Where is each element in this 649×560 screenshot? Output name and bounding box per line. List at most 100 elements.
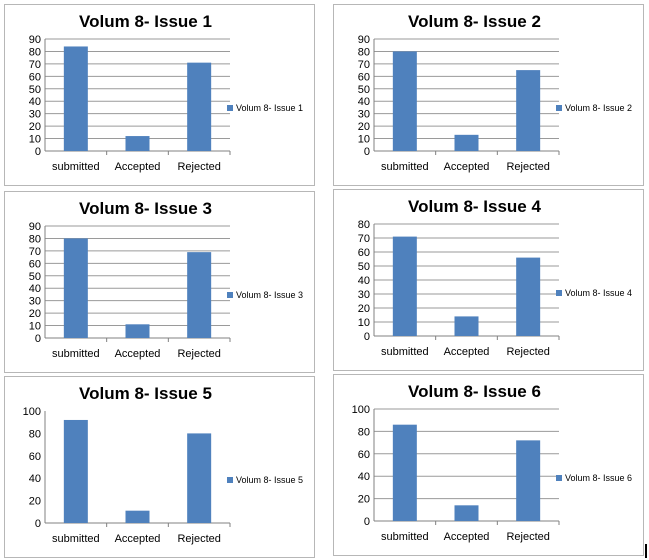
x-category-label: Accepted <box>444 161 490 173</box>
y-tick-label: 80 <box>29 233 41 245</box>
x-category-label: submitted <box>381 346 429 358</box>
y-tick-label: 100 <box>352 404 370 416</box>
y-tick-label: 10 <box>29 321 41 333</box>
y-tick-label: 70 <box>358 59 370 71</box>
y-tick-label: 60 <box>29 451 41 463</box>
bar-rejected <box>516 70 541 151</box>
legend-swatch <box>556 105 562 111</box>
x-category-label: Rejected <box>177 348 220 360</box>
chart-panel-6: Volum 8- Issue 6 0 20 40 60 80 100 submitted Acc… <box>333 374 644 556</box>
chart-svg: Volum 8- Issue 4 0 10 20 30 40 50 60 70 80 submitt… <box>358 197 632 358</box>
x-category-label: submitted <box>52 161 100 173</box>
y-tick-label: 60 <box>358 449 370 461</box>
x-category-label: submitted <box>52 348 100 360</box>
x-category-label: Accepted <box>444 346 490 358</box>
bar-submitted <box>392 236 417 336</box>
legend-swatch <box>227 292 233 298</box>
x-category-label: submitted <box>381 161 429 173</box>
bar-submitted <box>392 424 417 521</box>
y-tick-label: 80 <box>29 46 41 58</box>
y-tick-label: 10 <box>358 134 370 146</box>
y-tick-label: 40 <box>29 96 41 108</box>
legend-label: Volum 8- Issue 5 <box>236 475 303 485</box>
chart-title: Volum 8- Issue 5 <box>79 384 212 403</box>
x-category-label: Rejected <box>177 161 220 173</box>
bar-accepted <box>125 324 150 338</box>
y-tick-label: 20 <box>29 308 41 320</box>
chart-panel-4: Volum 8- Issue 4 0 10 20 30 40 50 60 70 80 submitt… <box>333 189 644 371</box>
x-category-label: Rejected <box>177 533 220 545</box>
y-tick-label: 20 <box>29 496 41 508</box>
y-tick-label: 70 <box>29 246 41 258</box>
legend-swatch <box>227 477 233 483</box>
y-tick-label: 20 <box>358 121 370 133</box>
y-tick-label: 60 <box>358 71 370 83</box>
y-tick-label: 10 <box>358 317 370 329</box>
bar-rejected <box>187 62 212 152</box>
y-tick-label: 30 <box>29 296 41 308</box>
y-tick-label: 20 <box>358 494 370 506</box>
y-tick-label: 60 <box>29 71 41 83</box>
chart-title: Volum 8- Issue 2 <box>408 12 541 31</box>
x-category-label: Accepted <box>444 531 490 543</box>
bar-rejected <box>187 252 212 338</box>
chart-title: Volum 8- Issue 6 <box>408 382 541 401</box>
y-tick-label: 60 <box>29 258 41 270</box>
y-tick-label: 40 <box>29 283 41 295</box>
y-tick-label: 90 <box>29 221 41 233</box>
bar-accepted <box>125 510 150 523</box>
y-tick-label: 60 <box>358 247 370 259</box>
bar-submitted <box>63 238 88 338</box>
chart-panel-2: Volum 8- Issue 2 0 10 20 30 40 50 60 70 80 90 submi… <box>333 4 644 186</box>
x-category-label: Rejected <box>506 531 549 543</box>
bar-accepted <box>454 134 479 151</box>
bar-accepted <box>454 505 479 521</box>
y-tick-label: 30 <box>358 109 370 121</box>
x-category-label: Rejected <box>506 161 549 173</box>
legend-swatch <box>556 290 562 296</box>
legend-label: Volum 8- Issue 6 <box>565 473 632 483</box>
x-category-label: submitted <box>381 531 429 543</box>
legend-label: Volum 8- Issue 3 <box>236 290 303 300</box>
y-tick-label: 40 <box>358 471 370 483</box>
chart-panel-1: Volum 8- Issue 1 0 10 20 30 40 50 60 70 80 90 submi… <box>4 4 315 186</box>
y-tick-label: 0 <box>35 518 41 530</box>
legend-swatch <box>556 475 562 481</box>
chart-panel-5: Volum 8- Issue 5 0 20 40 60 80 100 submitted Acc… <box>4 376 315 558</box>
x-category-label: Accepted <box>115 161 161 173</box>
y-tick-label: 10 <box>29 134 41 146</box>
bar-submitted <box>63 46 88 151</box>
y-tick-label: 20 <box>29 121 41 133</box>
y-tick-label: 40 <box>358 96 370 108</box>
bar-submitted <box>392 51 417 151</box>
y-tick-label: 90 <box>358 34 370 46</box>
y-tick-label: 0 <box>364 516 370 528</box>
y-tick-label: 80 <box>358 219 370 231</box>
legend-label: Volum 8- Issue 2 <box>565 103 632 113</box>
bar-rejected <box>516 257 541 336</box>
legend-swatch <box>227 105 233 111</box>
y-tick-label: 40 <box>358 275 370 287</box>
y-tick-label: 20 <box>358 303 370 315</box>
bar-rejected <box>516 440 541 521</box>
chart-title: Volum 8- Issue 4 <box>408 197 541 216</box>
y-tick-label: 100 <box>23 406 41 418</box>
y-tick-label: 70 <box>29 59 41 71</box>
y-tick-label: 70 <box>358 233 370 245</box>
chart-svg: Volum 8- Issue 6 0 20 40 60 80 100 submitted Acc… <box>352 382 632 543</box>
chart-title: Volum 8- Issue 3 <box>79 199 212 218</box>
y-tick-label: 90 <box>29 34 41 46</box>
y-tick-label: 30 <box>29 109 41 121</box>
y-tick-label: 80 <box>358 46 370 58</box>
legend-label: Volum 8- Issue 1 <box>236 103 303 113</box>
bar-accepted <box>454 316 479 336</box>
bar-accepted <box>125 136 150 151</box>
y-tick-label: 50 <box>29 84 41 96</box>
legend-label: Volum 8- Issue 4 <box>565 288 632 298</box>
y-tick-label: 50 <box>29 271 41 283</box>
y-tick-label: 80 <box>29 428 41 440</box>
chart-svg: Volum 8- Issue 5 0 20 40 60 80 100 submitted Acc… <box>23 384 303 545</box>
